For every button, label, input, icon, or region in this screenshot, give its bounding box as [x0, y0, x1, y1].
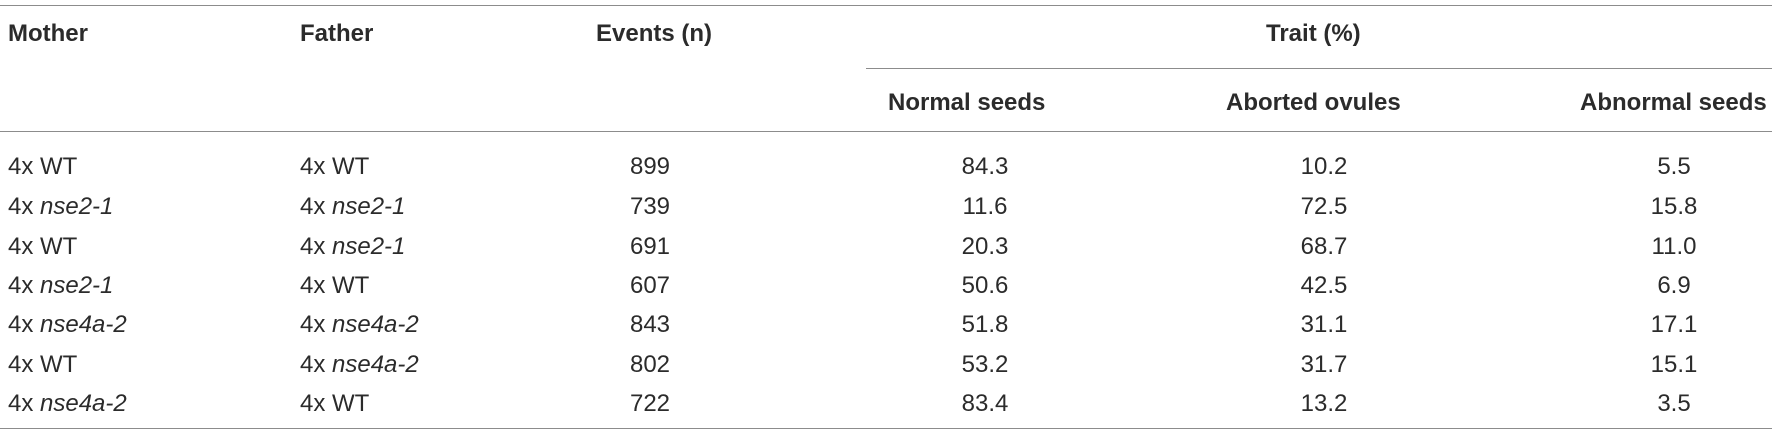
- cell-aborted-ovules: 42.5: [1300, 272, 1348, 299]
- cell-father-genotype: WT: [332, 390, 370, 417]
- table-row: 4x nse4a-2 4x WT 722 83.4 13.2 3.5: [0, 390, 1772, 426]
- cell-mother: 4x nse2-1: [8, 193, 113, 221]
- cell-mother-prefix: 4x: [8, 351, 41, 378]
- table-row: 4x nse2-1 4x WT 607 50.6 42.5 6.9: [0, 272, 1772, 308]
- cell-mother-prefix: 4x: [8, 193, 41, 220]
- cell-father-genotype: WT: [332, 153, 370, 180]
- cell-father: 4x WT: [300, 272, 369, 300]
- cell-father-prefix: 4x: [300, 311, 333, 338]
- cell-mother-genotype: WT: [40, 233, 78, 260]
- cell-mother: 4x nse2-1: [8, 272, 113, 300]
- table-row: 4x nse4a-2 4x nse4a-2 843 51.8 31.1 17.1: [0, 311, 1772, 347]
- cell-father-prefix: 4x: [300, 233, 333, 260]
- table-row: 4x WT 4x WT 899 84.3 10.2 5.5: [0, 153, 1772, 189]
- cell-abnormal-seeds: 3.5: [1657, 390, 1691, 417]
- table-row: 4x WT 4x nse4a-2 802 53.2 31.7 15.1: [0, 351, 1772, 387]
- table-top-rule: [0, 5, 1772, 6]
- cell-aborted-ovules: 72.5: [1300, 193, 1348, 220]
- cell-aborted-ovules: 31.7: [1300, 351, 1348, 378]
- cell-father: 4x nse2-1: [300, 193, 405, 221]
- cell-father-prefix: 4x: [300, 351, 333, 378]
- cell-father: 4x WT: [300, 153, 369, 181]
- cell-father-genotype: nse4a-2: [332, 311, 419, 338]
- cell-normal-seeds: 53.2: [961, 351, 1009, 378]
- cell-aborted-ovules: 13.2: [1300, 390, 1348, 417]
- cell-abnormal-seeds: 5.5: [1657, 153, 1691, 180]
- cell-mother-genotype: nse2-1: [40, 272, 114, 299]
- trait-group-rule: [866, 68, 1772, 69]
- cell-mother-prefix: 4x: [8, 153, 41, 180]
- table-row: 4x nse2-1 4x nse2-1 739 11.6 72.5 15.8: [0, 193, 1772, 229]
- cell-mother-genotype: WT: [40, 153, 78, 180]
- header-events: Events (n): [596, 20, 713, 47]
- header-abnormal-seeds: Abnormal seeds: [1580, 89, 1767, 116]
- cell-mother-genotype: WT: [40, 351, 78, 378]
- cell-mother-prefix: 4x: [8, 233, 41, 260]
- cell-events: 899: [629, 153, 671, 180]
- cell-father: 4x nse4a-2: [300, 311, 419, 339]
- header-aborted-ovules: Aborted ovules: [1226, 89, 1401, 116]
- header-mother: Mother: [8, 20, 88, 47]
- cell-father-genotype: WT: [332, 272, 370, 299]
- cell-mother-genotype: nse4a-2: [40, 311, 127, 338]
- table-row: 4x WT 4x nse2-1 691 20.3 68.7 11.0: [0, 233, 1772, 269]
- cell-mother-prefix: 4x: [8, 390, 41, 417]
- cell-father: 4x nse2-1: [300, 233, 405, 261]
- cell-father-genotype: nse2-1: [332, 233, 406, 260]
- cell-mother-prefix: 4x: [8, 311, 41, 338]
- cell-father-prefix: 4x: [300, 272, 333, 299]
- cell-mother: 4x WT: [8, 351, 77, 379]
- header-normal-seeds: Normal seeds: [888, 89, 1046, 116]
- cell-events: 722: [629, 390, 671, 417]
- cell-father-prefix: 4x: [300, 193, 333, 220]
- cell-events: 691: [629, 233, 671, 260]
- cell-events: 843: [629, 311, 671, 338]
- cell-father: 4x nse4a-2: [300, 351, 419, 379]
- header-bottom-rule: [0, 131, 1772, 132]
- cell-normal-seeds: 83.4: [961, 390, 1009, 417]
- cell-abnormal-seeds: 15.1: [1650, 351, 1698, 378]
- cell-events: 802: [629, 351, 671, 378]
- header-father: Father: [300, 20, 374, 47]
- cell-abnormal-seeds: 11.0: [1651, 233, 1697, 260]
- cell-aborted-ovules: 31.1: [1300, 311, 1348, 338]
- cell-father-prefix: 4x: [300, 390, 333, 417]
- cell-normal-seeds: 84.3: [961, 153, 1009, 180]
- cell-normal-seeds: 11.6: [962, 193, 1008, 220]
- cell-aborted-ovules: 68.7: [1300, 233, 1348, 260]
- table-bottom-rule: [0, 428, 1772, 429]
- cell-normal-seeds: 50.6: [961, 272, 1009, 299]
- cell-normal-seeds: 51.8: [961, 311, 1009, 338]
- cell-normal-seeds: 20.3: [961, 233, 1009, 260]
- cell-mother: 4x nse4a-2: [8, 311, 127, 339]
- cell-mother-prefix: 4x: [8, 272, 41, 299]
- cell-aborted-ovules: 10.2: [1300, 153, 1348, 180]
- cell-abnormal-seeds: 17.1: [1650, 311, 1698, 338]
- cell-mother: 4x WT: [8, 153, 77, 181]
- cell-mother-genotype: nse2-1: [40, 193, 114, 220]
- cell-mother-genotype: nse4a-2: [40, 390, 127, 417]
- cell-father-genotype: nse2-1: [332, 193, 406, 220]
- cell-events: 607: [629, 272, 671, 299]
- cell-abnormal-seeds: 15.8: [1650, 193, 1698, 220]
- cell-father: 4x WT: [300, 390, 369, 418]
- cell-events: 739: [629, 193, 671, 220]
- cell-mother: 4x nse4a-2: [8, 390, 127, 418]
- cell-father-genotype: nse4a-2: [332, 351, 419, 378]
- cell-abnormal-seeds: 6.9: [1657, 272, 1691, 299]
- cell-mother: 4x WT: [8, 233, 77, 261]
- cell-father-prefix: 4x: [300, 153, 333, 180]
- header-trait-group: Trait (%): [1266, 20, 1361, 47]
